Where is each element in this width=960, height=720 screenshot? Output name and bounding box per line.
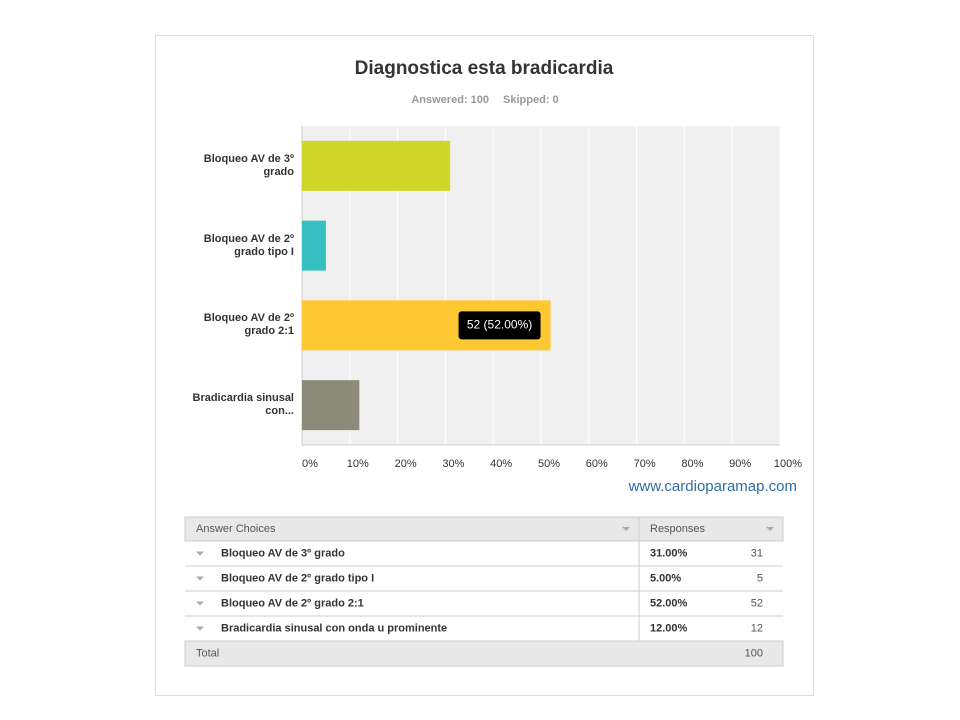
total-value: 100 bbox=[745, 647, 763, 659]
x-tick-label: 50% bbox=[538, 458, 560, 470]
header-cell: Responses bbox=[650, 523, 706, 535]
choice-cell: Bradicardia sinusal con onda u prominent… bbox=[221, 622, 447, 634]
x-tick-label: 90% bbox=[729, 458, 751, 470]
count-cell: 12 bbox=[751, 622, 763, 634]
percent-cell: 12.00% bbox=[650, 622, 688, 634]
y-tick-label: Bloqueo AV de 3º grado bbox=[203, 152, 294, 178]
sort-icon bbox=[622, 527, 630, 531]
choice-cell: Bloqueo AV de 2º grado 2:1 bbox=[221, 597, 364, 609]
expand-icon bbox=[196, 551, 204, 556]
x-tick-label: 70% bbox=[634, 458, 656, 470]
skipped: Skipped: 0 bbox=[503, 94, 559, 106]
bar bbox=[302, 220, 326, 271]
x-tick-label: 60% bbox=[586, 458, 608, 470]
choice-cell: Bloqueo AV de 3º grado bbox=[221, 547, 345, 559]
count-cell: 5 bbox=[757, 572, 763, 584]
total-row bbox=[184, 640, 784, 667]
header-cell: Answer Choices bbox=[196, 523, 276, 535]
sort-icon bbox=[766, 527, 774, 531]
percent-cell: 52.00% bbox=[650, 597, 688, 609]
y-tick-label: Bloqueo AV de 2º grado 2:1 bbox=[203, 312, 294, 338]
bar bbox=[302, 140, 451, 191]
table-header bbox=[184, 516, 784, 542]
total-label: Total bbox=[196, 647, 219, 659]
y-tick-label: Bloqueo AV de 2º grado tipo I bbox=[203, 232, 294, 258]
x-tick-label: 0% bbox=[302, 458, 318, 470]
count-cell: 31 bbox=[751, 547, 763, 559]
x-tick-label: 80% bbox=[681, 458, 703, 470]
expand-icon bbox=[196, 576, 204, 581]
expand-icon bbox=[196, 601, 204, 606]
x-tick-label: 30% bbox=[442, 458, 464, 470]
answered: Answered: 100 bbox=[411, 94, 489, 106]
y-tick-label: Bradicardia sinusal con... bbox=[192, 392, 295, 418]
watermark: www.cardioparamap.com bbox=[628, 478, 797, 495]
percent-cell: 5.00% bbox=[650, 572, 681, 584]
x-tick-label: 20% bbox=[395, 458, 417, 470]
x-tick-label: 100% bbox=[774, 458, 802, 470]
count-cell: 52 bbox=[751, 597, 763, 609]
expand-icon bbox=[196, 626, 204, 631]
x-tick-label: 40% bbox=[490, 458, 512, 470]
data-label: 52 (52.00%) bbox=[467, 318, 532, 332]
chart-title: Diagnostica esta bradicardia bbox=[355, 58, 614, 79]
tooltip bbox=[458, 311, 541, 340]
bar bbox=[302, 380, 360, 431]
choice-cell: Bloqueo AV de 2º grado tipo I bbox=[221, 572, 374, 584]
x-tick-label: 10% bbox=[347, 458, 369, 470]
percent-cell: 31.00% bbox=[650, 547, 688, 559]
